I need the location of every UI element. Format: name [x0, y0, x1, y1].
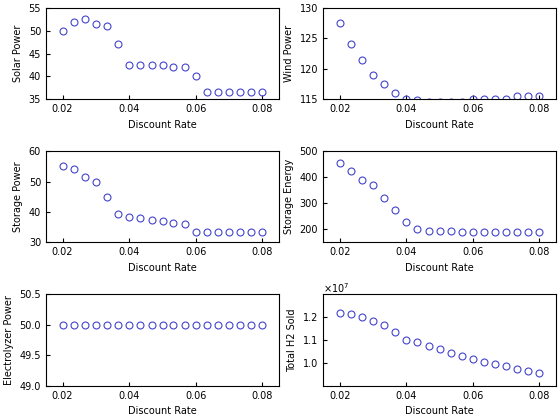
Y-axis label: Storage Energy: Storage Energy	[284, 159, 294, 234]
Y-axis label: Wind Power: Wind Power	[284, 25, 294, 82]
X-axis label: Discount Rate: Discount Rate	[128, 263, 197, 273]
X-axis label: Discount Rate: Discount Rate	[405, 406, 474, 416]
Text: $\times10^7$: $\times10^7$	[323, 281, 349, 294]
X-axis label: Discount Rate: Discount Rate	[405, 120, 474, 130]
Y-axis label: Storage Power: Storage Power	[13, 161, 23, 232]
Y-axis label: Solar Power: Solar Power	[13, 25, 23, 82]
X-axis label: Discount Rate: Discount Rate	[405, 263, 474, 273]
Y-axis label: Electrolyzer Power: Electrolyzer Power	[4, 295, 14, 385]
Y-axis label: Total H2 Sold: Total H2 Sold	[287, 308, 297, 372]
X-axis label: Discount Rate: Discount Rate	[128, 120, 197, 130]
X-axis label: Discount Rate: Discount Rate	[128, 406, 197, 416]
